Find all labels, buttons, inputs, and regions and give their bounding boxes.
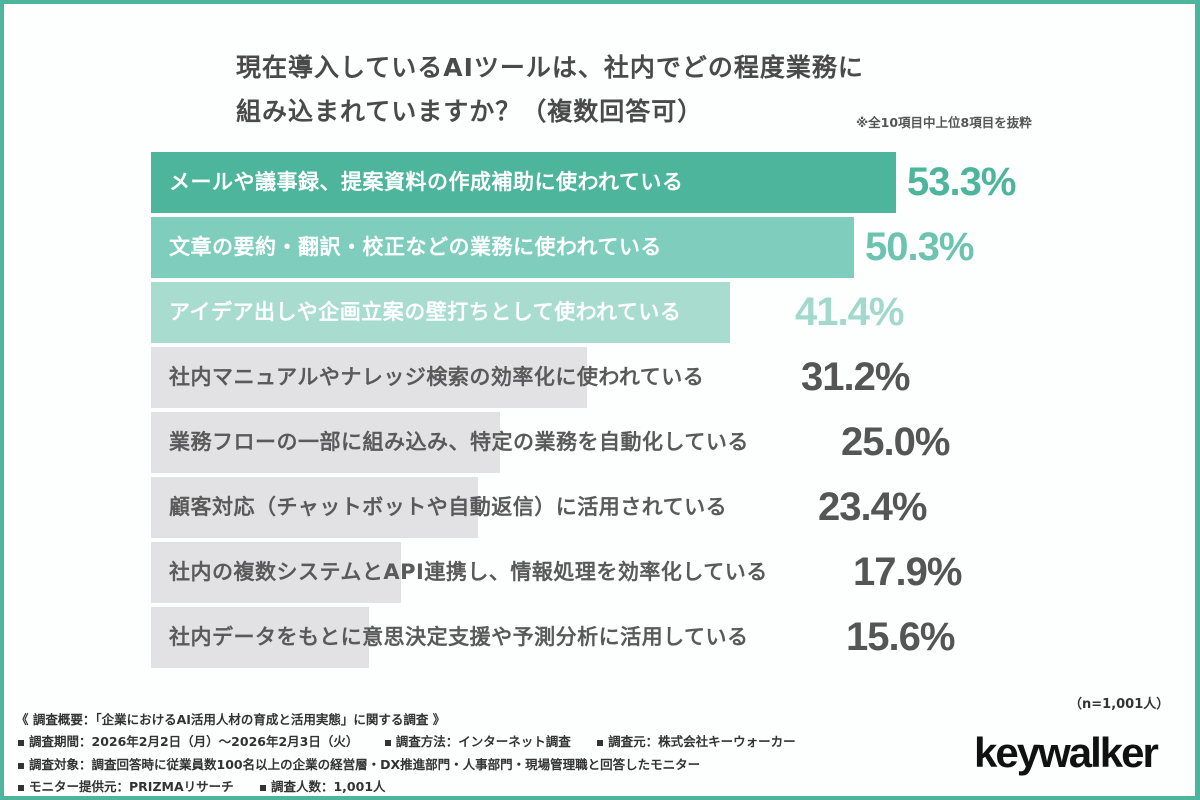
bullet-square-icon: [18, 762, 24, 769]
bullet-square-icon: [18, 739, 24, 746]
bar-label: 文章の要約・翻訳・校正などの業務に使われている: [169, 235, 662, 259]
bar-row: 業務フローの一部に組み込み、特定の業務を自動化している 25.0%: [151, 412, 1151, 473]
bar-value: 53.3%: [907, 160, 1016, 204]
bar-value: 23.4%: [818, 485, 927, 529]
bar-value: 25.0%: [841, 420, 950, 464]
bar: [151, 152, 896, 213]
bar-label: メールや議事録、提案資料の作成補助に使われている: [169, 170, 684, 194]
bar-label: 顧客対応（チャットボットや自動返信）に活用されている: [169, 495, 728, 519]
bar-row: メールや議事録、提案資料の作成補助に使われている 53.3%: [151, 152, 1151, 213]
bar-row: 顧客対応（チャットボットや自動返信）に活用されている 23.4%: [151, 477, 1151, 538]
survey-heading: 《 調査概要：「企業におけるAI活用人材の育成と活用実態」に関する調査 》: [16, 712, 446, 727]
bar-value: 15.6%: [846, 615, 955, 659]
bar: [151, 477, 478, 538]
bar-label: 社内データをもとに意思決定支援や予測分析に活用している: [169, 625, 749, 649]
survey-line-3: モニター提供元：PRIZMAリサーチ 調査人数：1,001人: [18, 776, 386, 795]
bullet-square-icon: [384, 739, 391, 746]
keywalker-logo: keywalker: [974, 729, 1159, 776]
chart-card: 現在導入しているAIツールは、社内でどの程度業務に 組み込まれていますか？（複数…: [4, 4, 1195, 796]
bar-row: 文章の要約・翻訳・校正などの業務に使われている 50.3%: [151, 217, 1151, 278]
bar-value: 41.4%: [795, 290, 904, 334]
bar-value: 31.2%: [801, 355, 910, 399]
survey-line-2: 調査対象：調査回答時に従業員数100名以上の企業の経営層・DX推進部門・人事部門…: [18, 754, 700, 773]
bar-row: 社内の複数システムとAPI連携し、情報処理を効率化している 17.9%: [151, 542, 1151, 603]
bullet-square-icon: [259, 784, 266, 791]
subset-note: ※全10項目中上位8項目を抜粋: [856, 115, 1032, 130]
bullet-square-icon: [18, 784, 24, 791]
bar: [151, 412, 500, 473]
bar-value: 17.9%: [853, 550, 962, 594]
bar: [151, 282, 730, 343]
sample-size: （n=1,001人）: [1069, 697, 1170, 712]
bar-value: 50.3%: [865, 225, 974, 269]
bar-label: 社内の複数システムとAPI連携し、情報処理を効率化している: [169, 560, 768, 584]
bullet-square-icon: [597, 739, 604, 746]
bar-label: アイデア出しや企画立案の壁打ちとして使われている: [169, 300, 682, 324]
title-line-2: 組み込まれていますか？（複数回答可）: [236, 97, 704, 126]
bar: [151, 542, 401, 603]
title-line-1: 現在導入しているAIツールは、社内でどの程度業務に: [236, 53, 864, 82]
bar: [151, 607, 369, 668]
chart-title: 現在導入しているAIツールは、社内でどの程度業務に 組み込まれていますか？（複数…: [236, 46, 996, 134]
bar-label: 業務フローの一部に組み込み、特定の業務を自動化している: [169, 430, 749, 454]
bar-row: 社内マニュアルやナレッジ検索の効率化に使われている 31.2%: [151, 347, 1151, 408]
bar-row: 社内データをもとに意思決定支援や予測分析に活用している 15.6%: [151, 607, 1151, 668]
bar-row: アイデア出しや企画立案の壁打ちとして使われている 41.4%: [151, 282, 1151, 343]
bar: [151, 217, 854, 278]
bar-label: 社内マニュアルやナレッジ検索の効率化に使われている: [169, 365, 705, 389]
bar: [151, 347, 587, 408]
survey-line-1: 調査期間：2026年2月2日（月）～2026年2月3日（火） 調査方法：インター…: [18, 731, 796, 750]
